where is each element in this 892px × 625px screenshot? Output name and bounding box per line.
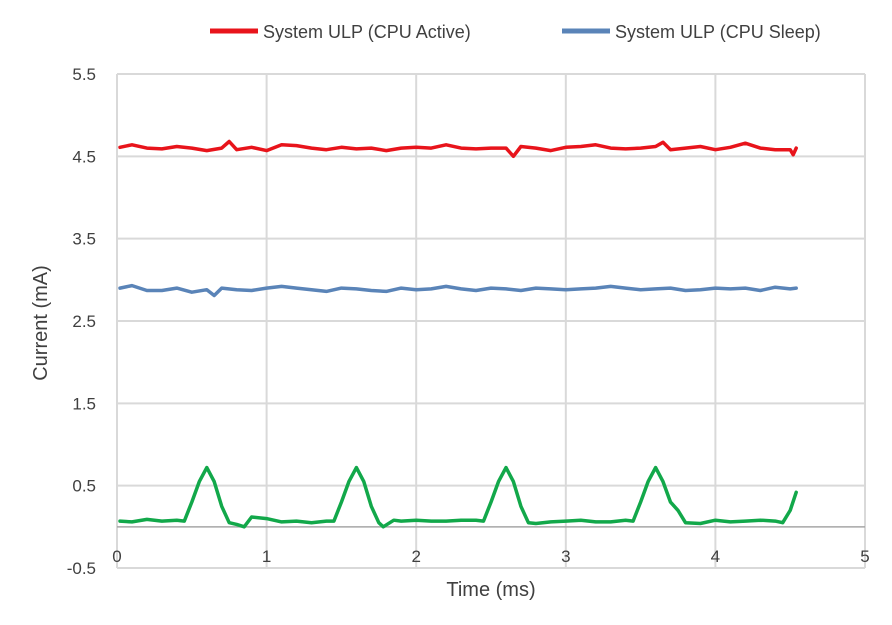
y-tick-label: -0.5	[67, 559, 96, 578]
x-tick-label: 2	[411, 547, 420, 566]
grid-lines	[116, 73, 866, 569]
x-tick-label: 1	[262, 547, 271, 566]
y-tick-label: 3.5	[72, 230, 96, 249]
y-tick-label: 1.5	[72, 394, 96, 413]
series-line-2	[118, 465, 798, 529]
series-lines	[118, 139, 798, 529]
y-tick-label: 5.5	[72, 65, 96, 84]
series-line-1	[118, 283, 798, 298]
y-tick-label: 4.5	[72, 147, 96, 166]
legend: System ULP (CPU Active) System ULP (CPU S…	[210, 22, 821, 42]
x-tick-label: 4	[711, 547, 720, 566]
legend-label: System ULP (CPU Active)	[263, 22, 471, 42]
y-tick-label: 2.5	[72, 312, 96, 331]
x-axis-title: Time (ms)	[446, 579, 535, 601]
series-line-0	[118, 139, 798, 159]
x-tick-label: 0	[112, 547, 121, 566]
x-tick-label: 5	[860, 547, 869, 566]
y-axis-ticks: 5.5 4.5 3.5 2.5 1.5 0.5 -0.5	[67, 65, 96, 578]
x-axis-ticks: 0 1 2 3 4 5	[112, 547, 869, 566]
x-tick-label: 3	[561, 547, 570, 566]
y-axis-title: Current (mA)	[30, 265, 52, 381]
y-tick-label: 0.5	[72, 477, 96, 496]
legend-label: System ULP (CPU Sleep)	[615, 22, 821, 42]
